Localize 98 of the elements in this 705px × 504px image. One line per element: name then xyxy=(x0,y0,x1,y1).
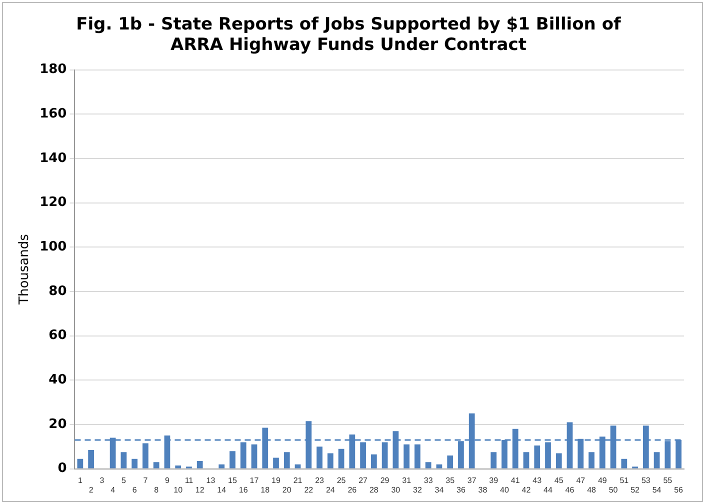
bar xyxy=(88,450,94,468)
x-tick-label: 55 xyxy=(663,476,673,485)
x-tick-label: 23 xyxy=(315,476,325,485)
bar xyxy=(414,444,420,468)
x-tick-label: 27 xyxy=(358,476,368,485)
x-tick-label: 30 xyxy=(391,485,401,494)
x-tick-label: 49 xyxy=(598,476,608,485)
x-tick-label: 17 xyxy=(250,476,260,485)
bar xyxy=(230,451,236,468)
bar xyxy=(425,462,432,468)
bar xyxy=(153,462,160,468)
x-tick-label: 15 xyxy=(228,476,238,485)
x-tick-label: 18 xyxy=(260,485,270,494)
bar xyxy=(142,443,148,468)
x-tick-label: 22 xyxy=(304,485,314,494)
y-tick-label: 140 xyxy=(40,150,67,166)
bar xyxy=(534,446,540,468)
x-tick-label: 41 xyxy=(510,476,520,485)
bar xyxy=(132,458,138,468)
x-tick-label: 39 xyxy=(489,476,499,485)
x-tick-label: 48 xyxy=(587,485,597,494)
x-tick-label: 11 xyxy=(184,476,194,485)
bar xyxy=(436,464,442,468)
x-tick-label: 9 xyxy=(164,476,170,485)
bar xyxy=(77,458,84,468)
bar xyxy=(370,454,377,468)
bar xyxy=(273,458,279,468)
bar xyxy=(251,444,258,468)
x-tick-label: 40 xyxy=(500,485,510,494)
x-tick-label: 25 xyxy=(336,476,346,485)
bar xyxy=(490,452,497,468)
x-tick-label: 5 xyxy=(121,476,126,485)
x-tick-label: 3 xyxy=(100,476,105,485)
bar xyxy=(523,452,530,468)
bar xyxy=(556,453,562,468)
x-tick-label: 24 xyxy=(326,485,336,494)
bar xyxy=(327,453,334,468)
x-tick-label: 1 xyxy=(78,476,83,485)
x-tick-label: 8 xyxy=(154,485,160,494)
bar xyxy=(654,452,660,468)
bar xyxy=(338,448,344,468)
x-tick-label: 51 xyxy=(620,476,630,485)
bar xyxy=(588,452,594,468)
x-tick-label: 20 xyxy=(282,485,292,494)
x-tick-label: 52 xyxy=(630,485,640,494)
y-tick-label: 20 xyxy=(48,416,67,432)
x-tick-label: 12 xyxy=(195,485,205,494)
y-tick-label: 100 xyxy=(40,240,67,255)
bar xyxy=(621,458,628,468)
bar xyxy=(316,446,322,468)
x-tick-label: 21 xyxy=(293,476,303,485)
x-tick-label: 46 xyxy=(565,485,575,494)
x-tick-label: 37 xyxy=(467,476,477,485)
y-tick-label: 60 xyxy=(48,328,67,344)
x-tick-label: 34 xyxy=(434,485,444,494)
x-tick-label: 43 xyxy=(532,476,542,485)
x-tick-label: 2 xyxy=(88,485,94,494)
x-tick-label: 38 xyxy=(478,485,488,494)
y-tick-label: 180 xyxy=(40,62,67,78)
x-tick-label: 35 xyxy=(446,476,456,485)
bar xyxy=(218,464,225,468)
y-tick-label: 120 xyxy=(40,195,67,210)
bar xyxy=(120,452,127,468)
x-tick-label: 45 xyxy=(554,476,564,485)
bar xyxy=(175,465,182,468)
x-tick-label: 26 xyxy=(348,485,358,494)
x-tick-label: 10 xyxy=(174,485,184,494)
x-tick-label: 53 xyxy=(641,476,651,485)
x-tick-label: 13 xyxy=(206,476,216,485)
y-tick-label: 80 xyxy=(48,284,67,299)
x-tick-label: 54 xyxy=(652,485,662,494)
bar xyxy=(284,452,290,468)
x-tick-label: 6 xyxy=(132,485,138,494)
x-tick-label: 56 xyxy=(674,485,684,494)
x-tick-label: 31 xyxy=(402,476,412,485)
bar xyxy=(196,461,203,468)
y-axis-title: Thousands xyxy=(17,234,32,306)
x-tick-label: 32 xyxy=(412,485,422,494)
y-tick-label: 0 xyxy=(58,461,67,476)
bar xyxy=(294,464,301,468)
chart-title: Fig. 1b - State Reports of Jobs Supported by $1 Billion of ARRA Highway Funds Under Contract xyxy=(76,14,622,56)
y-tick-label: 40 xyxy=(48,372,67,388)
x-tick-label: 47 xyxy=(576,476,586,485)
bar xyxy=(447,456,454,468)
x-tick-label: 19 xyxy=(272,476,282,485)
x-tick-label: 4 xyxy=(110,485,116,494)
x-tick-label: 42 xyxy=(522,485,532,494)
x-tick-label: 14 xyxy=(217,485,227,494)
x-tick-label: 50 xyxy=(608,485,618,494)
x-tick-label: 29 xyxy=(380,476,390,485)
x-tick-label: 44 xyxy=(544,485,553,494)
x-tick-label: 7 xyxy=(143,476,148,485)
bar xyxy=(404,444,410,468)
x-tick-label: 33 xyxy=(424,476,434,485)
x-tick-label: 36 xyxy=(456,485,466,494)
x-tick-label: 28 xyxy=(369,485,379,494)
x-tick-label: 16 xyxy=(238,485,248,494)
y-tick-label: 160 xyxy=(40,106,67,122)
